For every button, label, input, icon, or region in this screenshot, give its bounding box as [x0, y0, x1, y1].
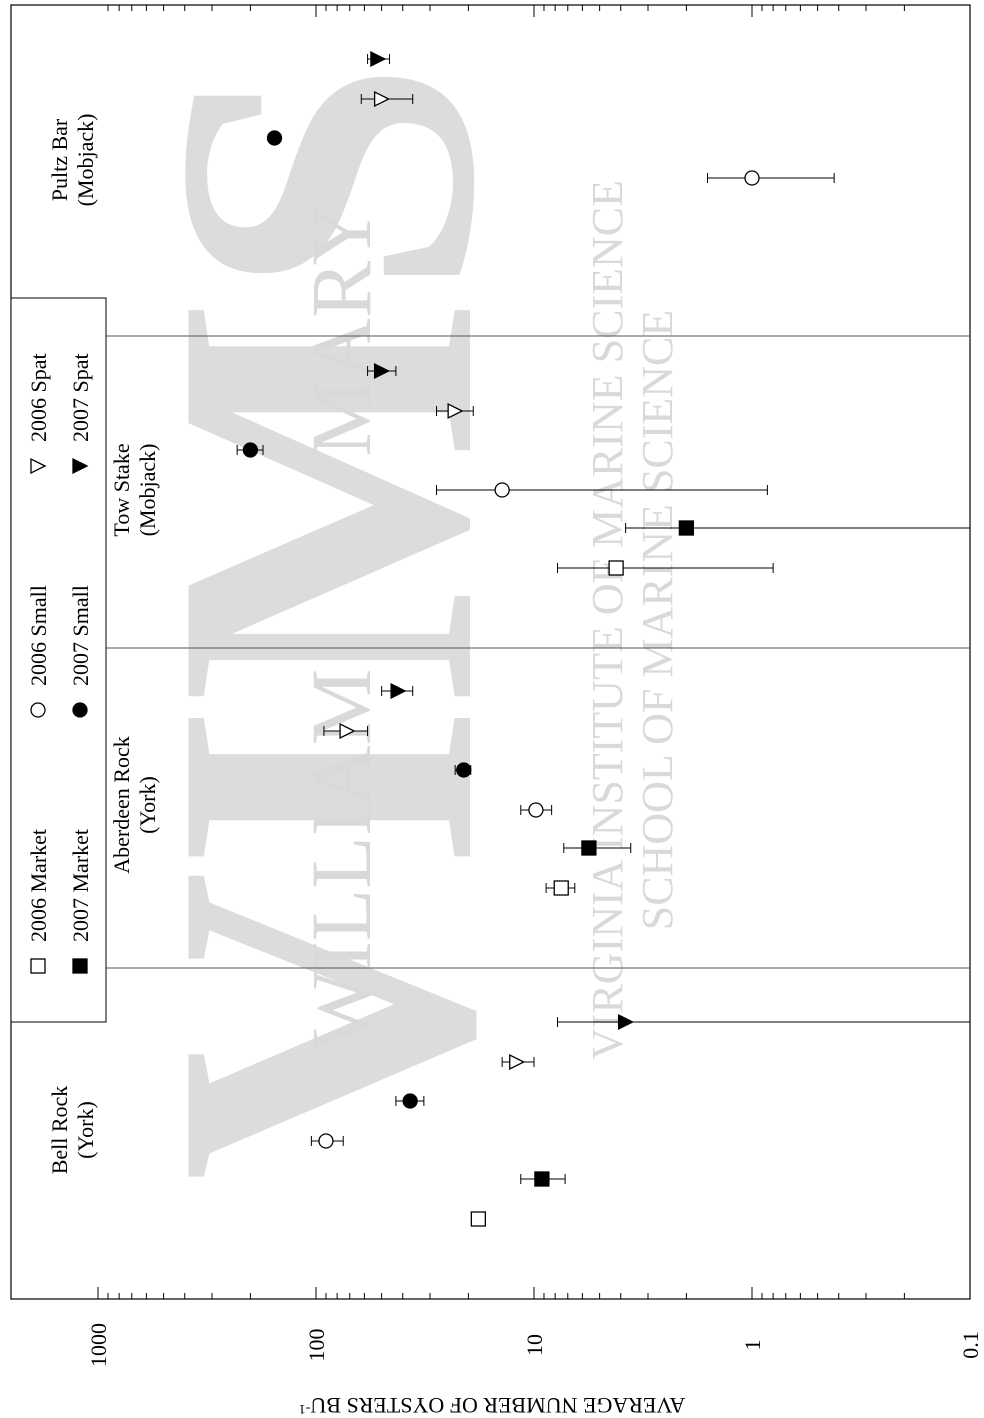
- watermark-logo: VIMS: [88, 59, 564, 1182]
- point-2007-spat-bell: [617, 1013, 635, 1031]
- legend-marker: [72, 457, 89, 475]
- point-2007-small-bell: [402, 1093, 418, 1109]
- site-label-line1: Aberdeen Rock: [109, 736, 134, 873]
- point-2006-small-pultz: [744, 170, 760, 186]
- legend-label: 2006 Small: [26, 585, 51, 686]
- legend-marker: [30, 457, 47, 475]
- site-label-line1: Bell Rock: [47, 1086, 72, 1175]
- site-label-tow: Tow Stake (Mobjack): [109, 443, 160, 536]
- y-tick-label: 10: [522, 1334, 547, 1356]
- legend-label: 2006 Spat: [26, 353, 51, 442]
- legend-marker: [30, 958, 46, 974]
- legend-label: 2006 Market: [26, 829, 51, 942]
- point-2006-small-bell: [318, 1133, 334, 1149]
- site-label-line2: (York): [135, 776, 160, 834]
- legend-label: 2007 Small: [68, 585, 93, 686]
- point-2007-small-pultz: [266, 130, 283, 146]
- point-2006-market-bell: [470, 1211, 487, 1227]
- institution-watermark: VIMS WILLIAM MARY VIRGINIA INSTITUTE OF …: [88, 59, 682, 1182]
- point-2006-spat-bell: [509, 1053, 526, 1071]
- y-axis-title: AVERAGE NUMBER OF OYSTERS BU-1: [299, 1393, 686, 1418]
- legend-label: 2007 Spat: [68, 353, 93, 442]
- watermark-line3: SCHOOL OF MARINE SCIENCE: [633, 310, 682, 931]
- point-2006-small-tow: [494, 482, 510, 498]
- site-labels: Bell Rock (York)Aberdeen Rock (York)Tow St…: [47, 114, 160, 1175]
- legend-entry-2006-small: 2006 Small: [26, 585, 51, 718]
- y-axis-title-superscript: -1: [299, 1402, 311, 1417]
- legend-box: [10, 297, 107, 1023]
- point-2006-market-tow: [608, 560, 624, 576]
- legend-entry-2007-small: 2007 Small: [68, 585, 93, 718]
- y-tick-label: 100: [304, 1329, 329, 1362]
- point-2007-market-tow: [678, 520, 695, 536]
- y-axis-ticks: [97, 5, 971, 1299]
- legend-marker: [30, 702, 46, 718]
- site-label-pultz: Pultz Bar (Mobjack): [47, 114, 98, 207]
- point-2006-spat-pultz: [373, 90, 391, 108]
- legend-marker: [72, 702, 88, 718]
- legend-marker: [72, 958, 88, 974]
- point-2007-spat-tow: [373, 362, 391, 380]
- point-2007-small-aberdeen: [456, 762, 472, 778]
- point-2006-small-aberdeen: [528, 802, 544, 818]
- point-2007-small-tow: [242, 442, 259, 458]
- site-label-line1: Pultz Bar: [47, 118, 72, 201]
- point-2007-market-aberdeen: [581, 840, 597, 856]
- point-2006-market-aberdeen: [553, 880, 569, 896]
- site-label-line2: (Mobjack): [135, 444, 160, 537]
- watermark-line1b: MARY: [293, 203, 389, 456]
- legend-label: 2007 Market: [68, 829, 93, 942]
- point-2006-spat-tow: [447, 402, 464, 420]
- y-tick-label: 1: [740, 1340, 765, 1351]
- site-label-line2: (York): [73, 1101, 98, 1159]
- legend-entry-2006-spat: 2006 Spat: [26, 353, 51, 475]
- data-points: [236, 50, 970, 1227]
- point-2007-market-bell: [534, 1171, 550, 1187]
- site-label-bell: Bell Rock (York): [47, 1086, 98, 1175]
- point-2007-spat-aberdeen: [390, 682, 407, 700]
- y-tick-label: 1000: [86, 1323, 111, 1367]
- site-label-aberdeen: Aberdeen Rock (York): [109, 736, 160, 873]
- legend-entry-2007-market: 2007 Market: [68, 829, 93, 974]
- y-axis-tick-labels: 1000 100 10 1 0.1: [86, 1323, 983, 1367]
- legend-entry-2007-spat: 2007 Spat: [68, 353, 93, 475]
- watermark-line2: VIRGINIA INSTITUTE OF MARINE SCIENCE: [583, 180, 632, 1060]
- site-label-line1: Tow Stake: [109, 443, 134, 536]
- y-tick-label: 0.1: [958, 1331, 983, 1359]
- y-axis-title-text: AVERAGE NUMBER OF OYSTERS BU: [310, 1393, 685, 1418]
- legend-entry-2006-market: 2006 Market: [26, 829, 51, 974]
- site-label-line2: (Mobjack): [73, 114, 98, 207]
- point-2007-spat-pultz: [370, 50, 387, 68]
- site-separators: [106, 335, 970, 969]
- legend: 2006 Market 2007 Market 2006 Small 2007 Sma…: [10, 297, 107, 1023]
- point-2006-spat-aberdeen: [339, 722, 356, 740]
